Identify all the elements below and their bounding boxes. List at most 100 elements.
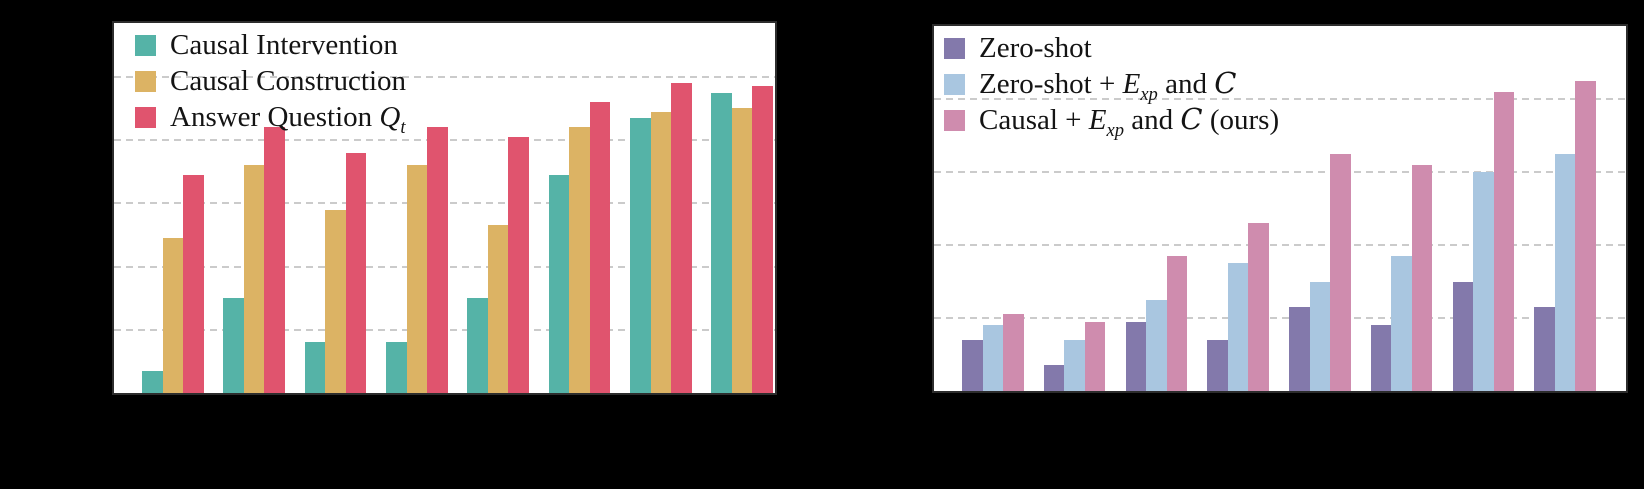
legend-label: Causal Intervention	[170, 28, 398, 61]
bar	[264, 127, 285, 393]
legend-label-segment: C	[1214, 66, 1237, 100]
bar	[508, 136, 529, 393]
bar	[1493, 91, 1515, 391]
legend-item: Zero-shot	[944, 30, 1279, 66]
legend-label-segment: (ours)	[1202, 104, 1280, 136]
legend-item: Causal Intervention	[135, 27, 406, 63]
bar-group-2	[1043, 26, 1106, 391]
bar-group-8	[711, 23, 773, 393]
bar-groups	[934, 26, 1626, 391]
legend-label: Zero-shot	[979, 31, 1092, 64]
bar-group-5	[467, 23, 529, 393]
gridline-10	[934, 317, 1626, 319]
bar-group-2	[223, 23, 285, 393]
legend-item: Zero-shot + Exp and C	[944, 66, 1279, 104]
gridlines	[934, 26, 1626, 391]
bar	[1330, 153, 1351, 391]
bar	[1207, 339, 1228, 391]
bar	[711, 92, 732, 393]
bar	[183, 174, 204, 393]
legend-label-segment: xp	[1106, 119, 1125, 141]
bar-group-8	[1534, 26, 1596, 391]
legend-label: Causal + Exp and C (ours)	[979, 104, 1280, 140]
legend-label-segment: Zero-shot +	[979, 68, 1123, 100]
bar	[1411, 164, 1433, 391]
bar	[1227, 263, 1249, 391]
bar	[1452, 281, 1474, 391]
legend-label-segment: E	[1088, 104, 1107, 136]
bar	[1554, 153, 1576, 391]
legend-item: Causal + Exp and C (ours)	[944, 102, 1280, 140]
bar	[162, 238, 183, 393]
bar	[1309, 281, 1331, 391]
bar	[1391, 255, 1412, 391]
legend-item: Causal Construction	[135, 63, 406, 99]
bar	[1575, 80, 1596, 391]
legend-label-segment: Answer Question	[170, 100, 380, 133]
bar	[1370, 325, 1392, 391]
bar-group-6	[1370, 26, 1433, 391]
bar-group-1	[962, 26, 1024, 391]
bar	[223, 298, 244, 393]
legend: Causal Intervention Causal Construction An…	[135, 27, 406, 136]
left-chart: Causal Intervention Causal Construction An…	[112, 21, 777, 395]
legend-label-segment: Causal Construction	[170, 64, 407, 97]
legend-swatch-icon	[135, 34, 156, 56]
bar	[982, 325, 1003, 391]
bar-group-5	[1289, 26, 1351, 391]
bar-group-6	[548, 23, 611, 393]
bar-group-7	[630, 23, 692, 393]
bar	[1064, 339, 1085, 391]
legend-item: Answer Question Qt	[135, 99, 406, 136]
bar	[467, 298, 488, 393]
right-chart: Zero-shot Zero-shot + Exp and C Causal + E…	[932, 24, 1628, 393]
bar	[650, 111, 672, 393]
legend-label-segment: xp	[1140, 83, 1158, 105]
legend-label-segment: Zero-shot	[979, 31, 1092, 64]
legend-swatch-icon	[944, 109, 965, 131]
bar	[325, 209, 346, 393]
bar	[630, 117, 651, 393]
bar	[1084, 321, 1106, 391]
bar	[345, 152, 367, 393]
legend-label: Causal Construction	[170, 64, 407, 97]
legend-swatch-icon	[944, 73, 965, 95]
bar	[1473, 172, 1494, 391]
bar	[142, 370, 163, 393]
bar-group-4	[386, 23, 448, 393]
legend-label-segment: and	[1124, 104, 1181, 136]
bar-groups	[114, 23, 775, 393]
gridline-20	[934, 244, 1626, 246]
bar	[1289, 307, 1310, 391]
bar	[304, 342, 326, 393]
bar	[1146, 299, 1167, 391]
legend-swatch-icon	[135, 106, 156, 128]
bar-group-3	[1125, 26, 1188, 391]
legend-swatch-icon	[135, 70, 156, 92]
bar	[671, 83, 692, 393]
bar	[962, 339, 983, 391]
gridline-50	[114, 75, 775, 78]
legend-label: Answer Question Qt	[170, 100, 406, 136]
bar	[548, 174, 570, 393]
bar-group-3	[304, 23, 367, 393]
bar	[1248, 223, 1269, 391]
bar	[1003, 314, 1024, 391]
bar-group-1	[142, 23, 204, 393]
bar-group-7	[1452, 26, 1515, 391]
bar	[1534, 307, 1555, 391]
legend-swatch-icon	[944, 37, 965, 59]
legend-label-segment: Causal Intervention	[170, 28, 398, 61]
bar	[731, 108, 753, 393]
legend-label-segment: Causal +	[979, 104, 1089, 136]
gridline-40	[934, 98, 1626, 100]
bar	[1043, 365, 1065, 391]
legend-label-segment: and	[1157, 68, 1215, 100]
bar	[752, 86, 773, 393]
legend-label: Zero-shot + Exp and C	[979, 66, 1237, 104]
bar-group-4	[1207, 26, 1269, 391]
bar	[243, 165, 265, 393]
bar	[427, 127, 448, 393]
bar	[487, 225, 509, 393]
